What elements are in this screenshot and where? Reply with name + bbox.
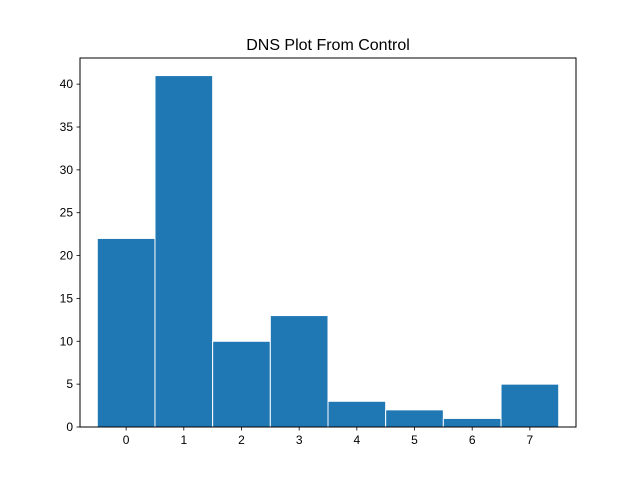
x-tick-label: 7 — [527, 433, 534, 447]
chart-title: DNS Plot From Control — [246, 37, 410, 54]
y-tick-label: 15 — [60, 291, 74, 305]
bars-group — [96, 75, 560, 428]
bar-1 — [154, 75, 214, 428]
bar-2 — [212, 340, 271, 428]
y-tick-label: 0 — [66, 420, 73, 434]
bar-6 — [442, 417, 502, 428]
bar-3 — [269, 315, 329, 428]
x-tick-label: 0 — [123, 433, 130, 447]
y-tick-label: 25 — [60, 206, 74, 220]
x-axis: 0 1 2 3 4 5 6 7 — [123, 427, 534, 447]
x-tick-label: 5 — [411, 433, 418, 447]
y-tick-label: 40 — [60, 77, 74, 91]
y-tick-label: 30 — [60, 163, 74, 177]
plot-frame — [79, 57, 577, 428]
x-tick-label: 6 — [469, 433, 476, 447]
bar-7 — [500, 383, 560, 428]
x-tick-label: 4 — [353, 433, 360, 447]
y-tick-label: 20 — [60, 249, 74, 263]
y-tick-label: 35 — [60, 120, 74, 134]
y-tick-label: 5 — [66, 377, 73, 391]
y-axis: 0 5 10 15 20 25 30 35 40 — [60, 77, 80, 434]
x-tick-label: 2 — [238, 433, 245, 447]
y-tick-label: 10 — [60, 334, 74, 348]
bar-5 — [385, 409, 444, 428]
x-tick-label: 1 — [180, 433, 187, 447]
bar-4 — [327, 400, 387, 428]
x-tick-label: 3 — [296, 433, 303, 447]
bar-0 — [96, 237, 156, 428]
